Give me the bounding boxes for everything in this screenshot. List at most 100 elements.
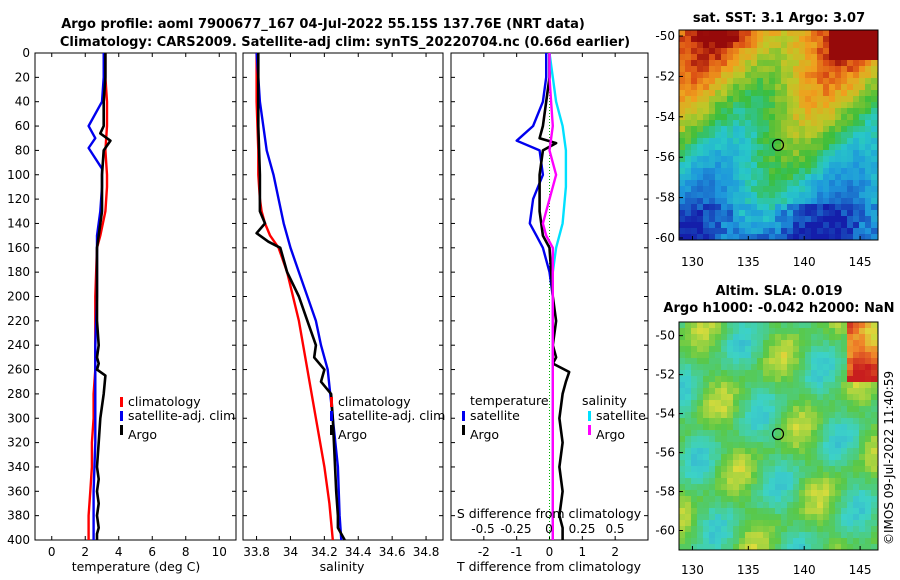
raster-cell bbox=[703, 532, 709, 538]
raster-cell bbox=[859, 502, 865, 508]
raster-cell bbox=[871, 394, 877, 400]
raster-cell bbox=[763, 102, 769, 108]
lat-tick-label: -60 bbox=[655, 524, 675, 538]
raster-cell bbox=[775, 472, 781, 478]
raster-cell bbox=[805, 496, 811, 502]
raster-cell bbox=[745, 430, 751, 436]
raster-cell bbox=[721, 36, 727, 42]
raster-cell bbox=[781, 90, 787, 96]
raster-cell bbox=[703, 132, 709, 138]
raster-cell bbox=[739, 424, 745, 430]
lat-tick-label: -54 bbox=[655, 407, 675, 421]
raster-cell bbox=[775, 448, 781, 454]
raster-cell bbox=[805, 460, 811, 466]
raster-cell bbox=[871, 418, 877, 424]
raster-cell bbox=[841, 448, 847, 454]
raster-cell bbox=[823, 132, 829, 138]
raster-cell bbox=[829, 484, 835, 490]
raster-cell bbox=[721, 102, 727, 108]
raster-cell bbox=[727, 370, 733, 376]
raster-cell bbox=[733, 60, 739, 66]
raster-cell bbox=[685, 96, 691, 102]
x-tick-label: 2 bbox=[81, 545, 89, 559]
raster-cell bbox=[871, 400, 877, 406]
raster-cell bbox=[787, 42, 793, 48]
raster-cell bbox=[715, 84, 721, 90]
raster-cell bbox=[853, 114, 859, 120]
raster-cell bbox=[679, 216, 685, 222]
raster-cell bbox=[685, 204, 691, 210]
raster-cell bbox=[733, 400, 739, 406]
raster-cell bbox=[781, 538, 787, 544]
raster-cell bbox=[733, 394, 739, 400]
raster-cell bbox=[715, 484, 721, 490]
raster-cell bbox=[817, 198, 823, 204]
raster-cell bbox=[853, 520, 859, 526]
raster-cell bbox=[679, 54, 685, 60]
raster-cell bbox=[835, 126, 841, 132]
raster-cell bbox=[757, 72, 763, 78]
raster-cell bbox=[823, 448, 829, 454]
raster-cell bbox=[715, 102, 721, 108]
raster-cell bbox=[805, 520, 811, 526]
raster-cell bbox=[781, 328, 787, 334]
raster-cell bbox=[787, 490, 793, 496]
raster-cell bbox=[865, 400, 871, 406]
raster-cell bbox=[751, 436, 757, 442]
raster-cell bbox=[793, 90, 799, 96]
raster-cell bbox=[757, 162, 763, 168]
raster-cell bbox=[685, 328, 691, 334]
raster-cell bbox=[823, 322, 829, 328]
raster-cell bbox=[691, 340, 697, 346]
raster-cell bbox=[829, 54, 835, 60]
raster-cell bbox=[697, 234, 703, 240]
raster-cell bbox=[841, 520, 847, 526]
raster-cell bbox=[727, 222, 733, 228]
raster-cell bbox=[745, 424, 751, 430]
raster-cell bbox=[721, 54, 727, 60]
raster-cell bbox=[793, 328, 799, 334]
raster-cell bbox=[793, 114, 799, 120]
raster-cell bbox=[823, 30, 829, 36]
raster-cell bbox=[721, 418, 727, 424]
raster-cell bbox=[859, 466, 865, 472]
raster-cell bbox=[685, 406, 691, 412]
raster-cell bbox=[679, 156, 685, 162]
raster-cell bbox=[781, 346, 787, 352]
raster-cell bbox=[715, 352, 721, 358]
raster-cell bbox=[757, 430, 763, 436]
raster-cell bbox=[847, 346, 853, 352]
raster-cell bbox=[721, 66, 727, 72]
raster-cell bbox=[871, 358, 877, 364]
raster-cell bbox=[763, 472, 769, 478]
raster-cell bbox=[733, 502, 739, 508]
raster-cell bbox=[865, 48, 871, 54]
raster-cell bbox=[763, 514, 769, 520]
raster-cell bbox=[781, 424, 787, 430]
raster-cell bbox=[757, 520, 763, 526]
raster-cell bbox=[775, 186, 781, 192]
raster-cell bbox=[781, 210, 787, 216]
raster-cell bbox=[835, 222, 841, 228]
raster-cell bbox=[721, 96, 727, 102]
raster-cell bbox=[697, 370, 703, 376]
raster-cell bbox=[859, 108, 865, 114]
raster-cell bbox=[793, 466, 799, 472]
raster-cell bbox=[751, 340, 757, 346]
raster-cell bbox=[859, 126, 865, 132]
raster-cell bbox=[853, 328, 859, 334]
raster-cell bbox=[787, 394, 793, 400]
raster-cell bbox=[727, 144, 733, 150]
raster-cell bbox=[781, 502, 787, 508]
lat-tick-label: -54 bbox=[655, 110, 675, 124]
raster-cell bbox=[685, 538, 691, 544]
raster-cell bbox=[799, 538, 805, 544]
raster-cell bbox=[697, 364, 703, 370]
raster-cell bbox=[721, 340, 727, 346]
x-tick-label: 0 bbox=[48, 545, 56, 559]
raster-cell bbox=[745, 484, 751, 490]
raster-cell bbox=[751, 430, 757, 436]
raster-cell bbox=[685, 54, 691, 60]
raster-cell bbox=[751, 502, 757, 508]
raster-cell bbox=[829, 42, 835, 48]
